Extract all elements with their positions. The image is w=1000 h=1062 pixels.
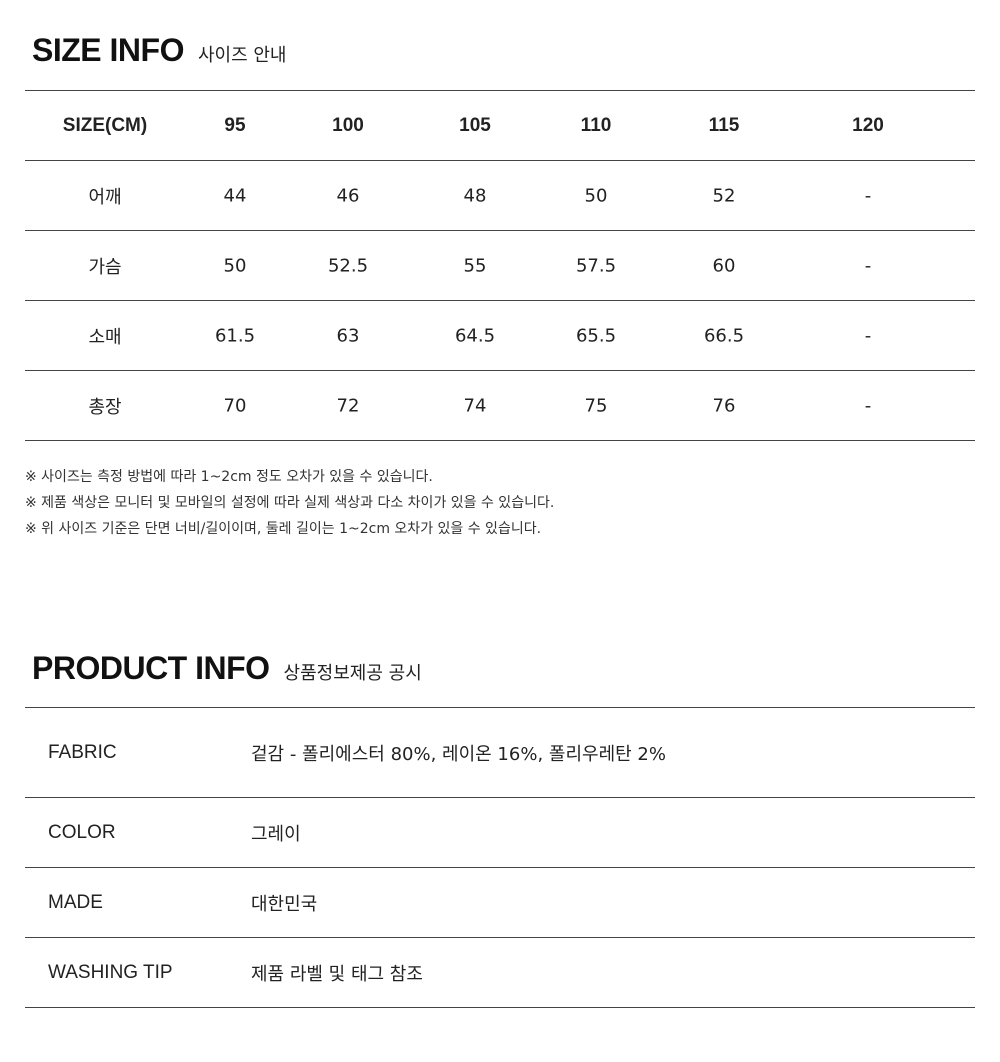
value-cell: 76 — [712, 395, 736, 416]
value-cell: 61.5 — [214, 325, 256, 346]
product-value: 대한민국 — [251, 893, 318, 915]
value-cell: 52.5 — [327, 255, 369, 276]
header-cell: 95 — [224, 114, 246, 136]
product-table: FABRIC 겉감 - 폴리에스터 80%, 레이온 16%, 폴리우레탄 2% C… — [25, 707, 975, 1008]
size-info-title: SIZE INFO — [32, 32, 184, 68]
table-row: 소매 61.5 63 64.5 65.5 66.5 - — [25, 301, 975, 371]
value-cell: 48 — [463, 185, 487, 206]
measure-label: 총장 — [88, 396, 122, 418]
header-cell: SIZE(CM) — [62, 114, 148, 136]
size-info-heading: SIZE INFO 사이즈 안내 — [32, 32, 286, 69]
product-value: 겉감 - 폴리에스터 80%, 레이온 16%, 폴리우레탄 2% — [251, 743, 666, 765]
size-table: SIZE(CM) 95 100 105 110 115 120 어깨 44 46 48 50 52- 가슴… — [25, 90, 975, 441]
header-cell: 105 — [459, 114, 491, 136]
product-label: MADE — [48, 891, 103, 913]
table-row: 어깨 44 46 48 50 52 - — [25, 161, 975, 231]
value-cell: - — [864, 255, 872, 276]
value-cell: 57.5 — [575, 255, 617, 276]
value-cell: 44 — [223, 185, 247, 206]
product-label: COLOR — [48, 821, 116, 843]
value-cell: 63 — [336, 325, 360, 346]
value-cell: 70 — [223, 395, 247, 416]
value-cell: 75 — [584, 395, 608, 416]
product-value: 그레이 — [251, 823, 301, 845]
table-header-row: SIZE(CM) 95 100 105 110 115 120 — [25, 91, 975, 161]
product-row: FABRIC 겉감 - 폴리에스터 80%, 레이온 16%, 폴리우레탄 2% — [25, 708, 975, 798]
value-cell: 64.5 — [454, 325, 496, 346]
product-row: COLOR 그레이 — [25, 798, 975, 868]
product-label: WASHING TIP — [48, 961, 173, 983]
product-value: 제품 라벨 및 태그 참조 — [251, 963, 423, 985]
note-line: ※ 제품 색상은 모니터 및 모바일의 설정에 따라 실제 색상과 다소 차이가… — [25, 495, 555, 511]
value-cell: 50 — [584, 185, 608, 206]
value-cell: 72 — [336, 395, 360, 416]
value-cell: 55 — [463, 255, 487, 276]
size-notes: ※ 사이즈는 측정 방법에 따라 1~2cm 정도 오차가 있을 수 있습니다.… — [25, 464, 554, 542]
note-line: ※ 사이즈는 측정 방법에 따라 1~2cm 정도 오차가 있을 수 있습니다. — [25, 469, 433, 485]
header-cell: 110 — [580, 114, 612, 136]
size-info-subtitle: 사이즈 안내 — [197, 45, 287, 66]
header-cell: 115 — [708, 114, 740, 136]
header-cell: 100 — [332, 114, 364, 136]
table-row: 가슴 50 52.5 55 57.5 60 - — [25, 231, 975, 301]
value-cell: 60 — [712, 255, 736, 276]
note-line: ※ 위 사이즈 기준은 단면 너비/길이이며, 둘레 길이는 1~2cm 오차가… — [25, 521, 542, 537]
value-cell: - — [864, 395, 872, 416]
value-cell: - — [864, 325, 872, 346]
product-row: WASHING TIP 제품 라벨 및 태그 참조 — [25, 938, 975, 1008]
product-info-title: PRODUCT INFO — [32, 650, 270, 686]
measure-label: 어깨 — [88, 186, 122, 208]
value-cell: 52 — [712, 185, 736, 206]
table-row: 총장 70 72 74 75 76 - — [25, 371, 975, 441]
measure-label: 가슴 — [88, 256, 122, 278]
value-cell: 46 — [336, 185, 360, 206]
header-cell: 120 — [852, 114, 884, 136]
value-cell: - — [864, 185, 872, 206]
product-info-subtitle: 상품정보제공 공시 — [283, 663, 422, 684]
product-label: FABRIC — [48, 741, 117, 763]
value-cell: 50 — [223, 255, 247, 276]
product-info-heading: PRODUCT INFO 상품정보제공 공시 — [32, 650, 422, 687]
value-cell: 66.5 — [703, 325, 745, 346]
value-cell: 74 — [463, 395, 487, 416]
measure-label: 소매 — [88, 326, 122, 348]
value-cell: 65.5 — [575, 325, 617, 346]
product-row: MADE 대한민국 — [25, 868, 975, 938]
